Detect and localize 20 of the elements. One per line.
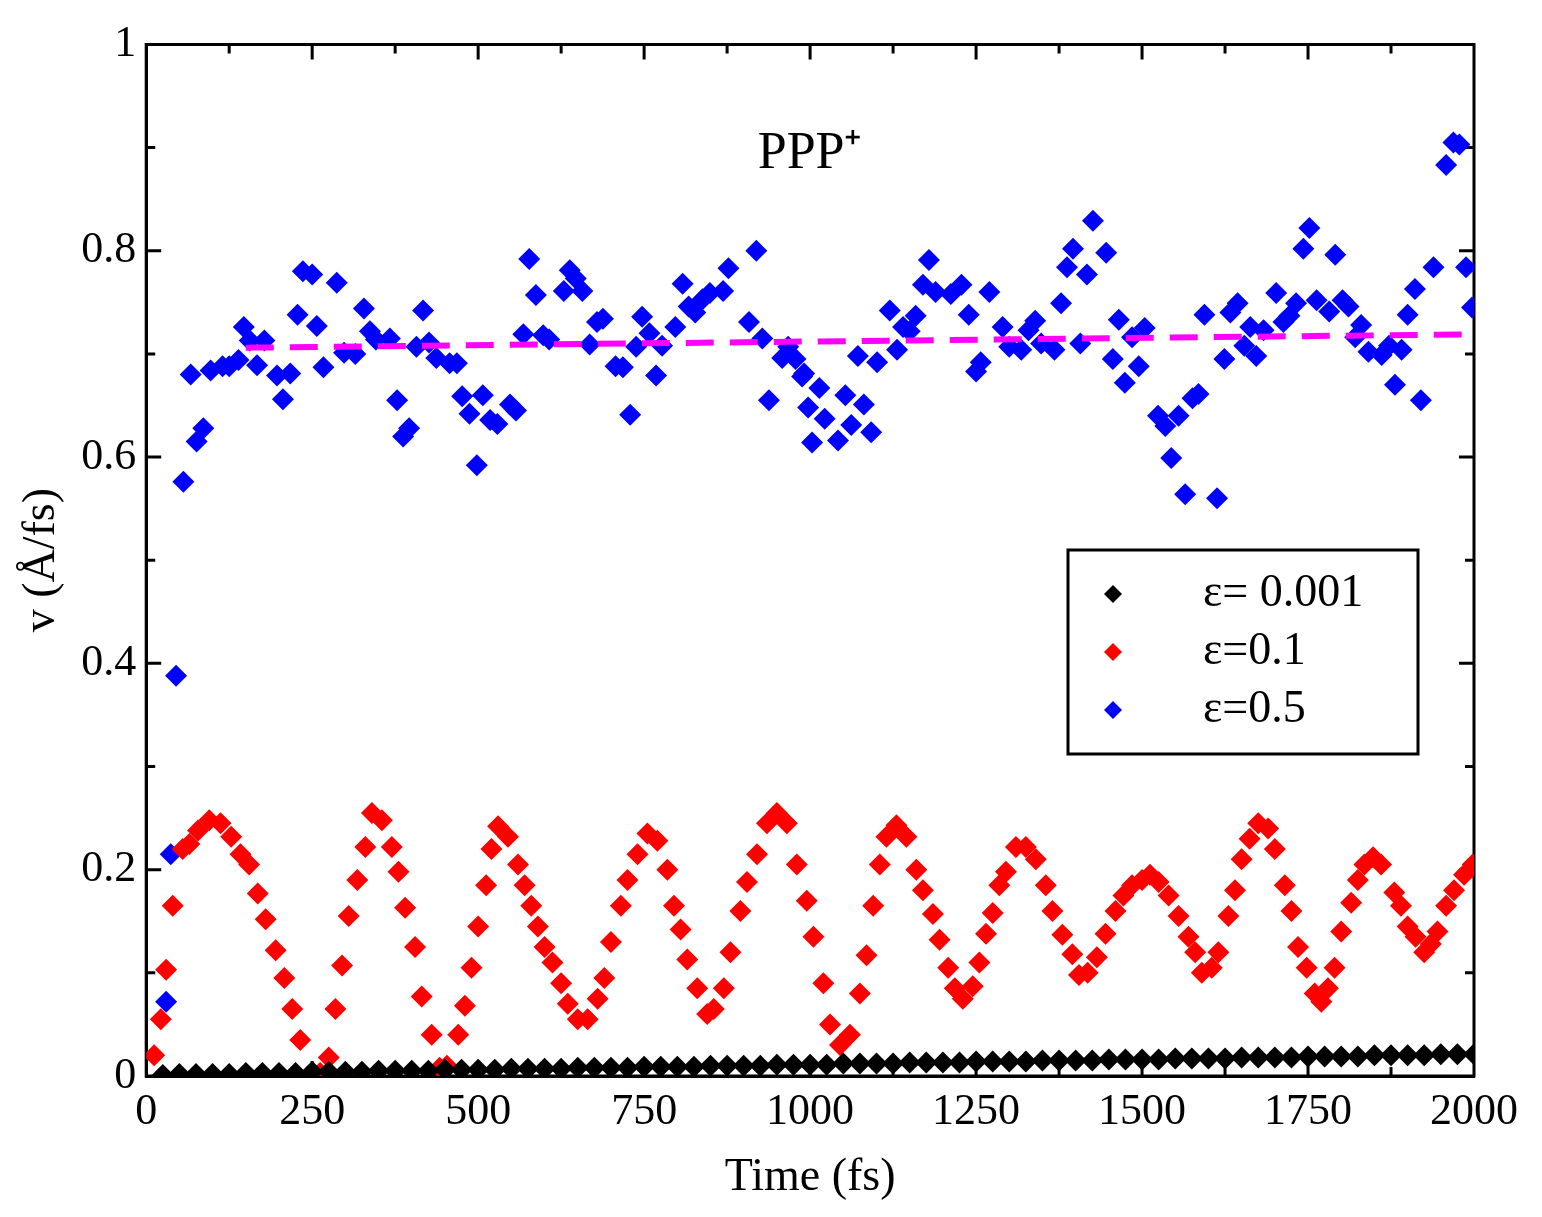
legend-label: ε=0.5 xyxy=(1203,680,1306,732)
x-tick-label: 1000 xyxy=(766,1084,855,1134)
x-axis-title: Time (fs) xyxy=(724,1149,896,1201)
y-tick-label: 1 xyxy=(114,16,137,66)
x-tick-label: 2000 xyxy=(1430,1084,1518,1134)
y-tick-label: 0.2 xyxy=(81,842,137,892)
y-tick-label: 0.6 xyxy=(81,429,137,479)
y-axis-title: v (Å/fs) xyxy=(12,488,64,633)
y-tick-label: 0.8 xyxy=(81,223,137,273)
x-tick-label: 250 xyxy=(279,1084,346,1134)
legend-label: ε=0.1 xyxy=(1203,622,1306,674)
x-tick-label: 1250 xyxy=(932,1084,1021,1134)
x-tick-label: 750 xyxy=(611,1084,678,1134)
legend-label: ε= 0.001 xyxy=(1203,564,1364,616)
y-tick-label: 0 xyxy=(114,1048,137,1098)
y-tick-label: 0.4 xyxy=(81,635,137,685)
x-tick-label: 1750 xyxy=(1264,1084,1353,1134)
text: PPP⁺ xyxy=(757,122,863,180)
x-tick-label: 1500 xyxy=(1098,1084,1187,1134)
x-tick-label: 500 xyxy=(445,1084,512,1134)
